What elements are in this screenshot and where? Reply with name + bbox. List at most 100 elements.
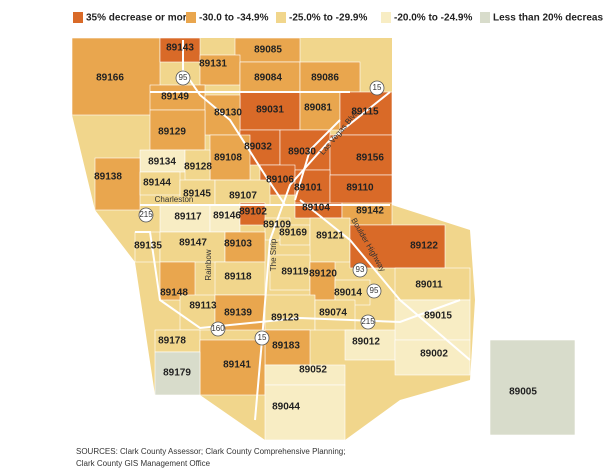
zone-label: 89117 — [174, 212, 202, 223]
road-shield — [369, 80, 385, 96]
road — [254, 91, 391, 421]
zone-area — [309, 217, 351, 263]
zone-area — [264, 329, 311, 366]
zone-label: 89030 — [288, 147, 316, 158]
zone-area — [71, 37, 161, 116]
road-shield — [360, 314, 376, 330]
zone-label: 89138 — [94, 172, 122, 183]
road — [182, 40, 286, 206]
zone-area — [209, 204, 241, 233]
zone-area — [159, 261, 196, 301]
legend-label: -30.0 to -34.9% — [199, 13, 269, 24]
source: SOURCES: Clark County Assessor; Clark Co… — [76, 447, 345, 456]
zone-area — [489, 339, 576, 436]
legend-swatch — [276, 12, 286, 23]
zone-label: 89011 — [415, 280, 443, 291]
zone-area — [299, 91, 341, 131]
zone-area — [329, 174, 393, 206]
zone-label: 89120 — [309, 269, 337, 280]
zone-label: 89183 — [272, 341, 300, 352]
zone-area — [184, 149, 211, 181]
road-label: 95 — [179, 73, 188, 82]
zone-area — [309, 261, 336, 301]
zone-label: 89110 — [346, 183, 374, 194]
zone-area — [214, 179, 271, 206]
legend-swatch — [73, 12, 83, 23]
zone-label: 89145 — [183, 189, 211, 200]
zone-label: 89142 — [356, 206, 384, 217]
road-shield — [138, 207, 154, 223]
zone-label: 89109 — [263, 220, 291, 231]
source: Clark County GIS Management Office — [76, 459, 211, 468]
zone-label: 89141 — [223, 360, 251, 371]
zone-area — [94, 157, 141, 211]
zone-area — [159, 231, 226, 263]
zone-area — [349, 224, 446, 269]
roads-layer — [135, 40, 471, 421]
zone-label: 89015 — [424, 311, 452, 322]
road — [299, 199, 471, 361]
zone-label: 89081 — [304, 103, 332, 114]
zone-area — [159, 37, 201, 63]
road-shield — [366, 283, 382, 299]
legend-label: -25.0% to -29.9% — [289, 13, 367, 24]
road-label: Rainbow — [204, 249, 213, 280]
zone-label: 89074 — [319, 308, 347, 319]
zone-label: 89121 — [316, 231, 344, 242]
zone-area — [234, 37, 301, 63]
zone-area — [239, 61, 301, 93]
zone-area — [154, 351, 201, 396]
road-label: 95 — [370, 286, 379, 295]
legend-label: 35% decrease or more — [86, 13, 193, 24]
zone-label: 89179 — [163, 368, 191, 379]
road — [294, 119, 341, 201]
road-label: 15 — [373, 83, 382, 92]
zone-label: 89108 — [214, 153, 242, 164]
zone-label: 89118 — [224, 272, 252, 283]
road-shield — [352, 262, 368, 278]
zone-area — [239, 91, 301, 131]
zone-area — [264, 384, 346, 441]
road-shield — [175, 70, 191, 86]
zones-layer — [71, 37, 576, 441]
zone-label: 89052 — [299, 365, 327, 376]
zone-area — [149, 109, 206, 151]
legend-label: -20.0% to -24.9% — [394, 13, 472, 24]
legend-swatch — [381, 12, 391, 23]
zone-label: 89012 — [352, 337, 380, 348]
zone-area — [344, 329, 396, 361]
zone-label: 89104 — [302, 203, 330, 214]
zone-label: 89169 — [279, 228, 307, 239]
zone-label: 89149 — [161, 92, 189, 103]
labels-layer: 89166 89143 89085 89131 89084 89086 89149 89031… — [94, 43, 537, 413]
zone-label: 89119 — [281, 267, 309, 278]
legend-swatch — [186, 12, 196, 23]
zone-label: 89135 — [134, 241, 162, 252]
road-shield — [254, 330, 270, 346]
zone-label: 89143 — [166, 43, 194, 54]
zone-label: 89130 — [214, 108, 242, 119]
zone-area — [239, 202, 266, 226]
zone-label: 89156 — [356, 153, 384, 164]
zone-label: 89086 — [311, 73, 339, 84]
zone-label: 89103 — [224, 239, 252, 250]
zone-label: 89128 — [184, 162, 212, 173]
zone-label: 89002 — [420, 349, 448, 360]
zone-label: 89031 — [256, 105, 284, 116]
legend-swatch — [480, 12, 490, 23]
zone-label: 89005 — [509, 387, 537, 398]
legend-label: Less than 20% decrease — [493, 13, 603, 24]
zone-label: 89014 — [334, 288, 362, 299]
zone-label: 89166 — [96, 73, 124, 84]
zone-label: 89113 — [189, 301, 217, 312]
zone-area — [314, 299, 356, 331]
road — [135, 231, 461, 330]
road-label: 15 — [258, 333, 267, 342]
zone-label: 89147 — [179, 238, 207, 249]
zone-label: 89129 — [158, 127, 186, 138]
zone-area — [329, 134, 393, 176]
zone-area — [214, 261, 266, 296]
zone-label: 89139 — [224, 308, 252, 319]
zone-label: 89134 — [148, 157, 176, 168]
